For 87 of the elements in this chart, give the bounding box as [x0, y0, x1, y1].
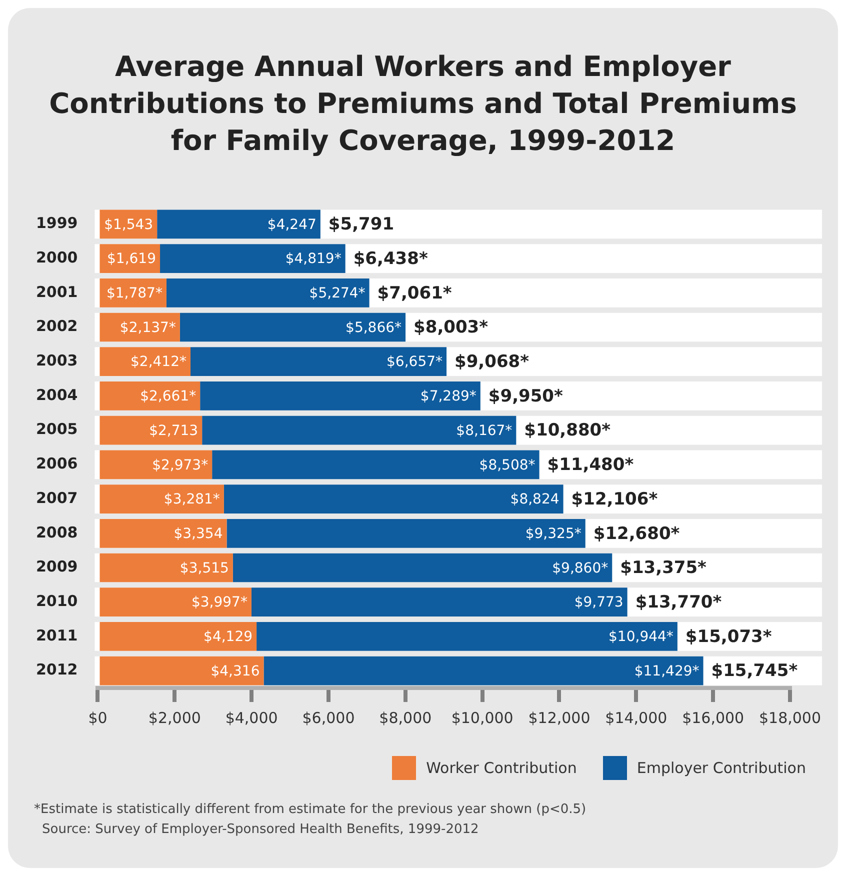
x-tick-label: $0	[88, 708, 108, 727]
bar	[100, 382, 200, 410]
y-tick-label: 2008	[36, 523, 78, 542]
y-tick-label: 2001	[36, 282, 78, 301]
y-tick-label: 2010	[36, 592, 78, 610]
y-tick-label: 2002	[36, 317, 78, 336]
y-tick-label: 2009	[36, 558, 78, 576]
total-label: $10,880*	[524, 420, 611, 441]
data-label: $1,787*	[106, 286, 162, 302]
bar	[100, 588, 252, 617]
total-label: $15,073*	[685, 626, 772, 647]
y-tick-label: 2003	[36, 352, 78, 370]
x-tick-label: $4,000	[225, 708, 278, 727]
legend-label: Worker Contribution	[426, 759, 577, 777]
chart-title: Average Annual Workers and Employer Contributions to Premiums and Total Premiums for Family Coverage, 1999-2012	[48, 49, 798, 159]
total-label: $9,068*	[454, 352, 530, 372]
bar	[100, 518, 227, 548]
source-note: Source: Survey of Employer-Sponsored Health Benefits, 1999-2012	[41, 821, 480, 839]
data-label: $8,508*	[479, 457, 536, 474]
bar	[100, 484, 224, 514]
data-label: $1,619	[107, 251, 156, 268]
data-label: $10,944*	[608, 629, 674, 646]
x-tick-label: $12,000	[528, 708, 590, 727]
data-label: $8,167*	[456, 422, 512, 439]
data-label: $2,973*	[152, 457, 208, 474]
total-label: $13,375*	[620, 558, 707, 578]
y-tick-label: 1999	[36, 214, 78, 232]
bar	[157, 210, 320, 239]
y-tick-label: 2004	[36, 386, 78, 404]
bar	[100, 278, 166, 308]
x-tick-label: $8,000	[379, 708, 432, 727]
data-label: $9,773	[574, 594, 624, 611]
total-label: $15,745*	[711, 661, 798, 682]
legend-label: Employer Contribution	[636, 759, 806, 777]
total-label: $12,680*	[593, 524, 680, 544]
data-label: $1,543	[104, 216, 154, 233]
data-label: $3,997*	[191, 594, 248, 611]
bar	[160, 244, 346, 273]
data-label: $3,281*	[164, 492, 220, 508]
x-tick-label: $18,000	[758, 708, 822, 727]
x-tick-label: $2,000	[148, 708, 201, 727]
y-tick-label: 2005	[36, 420, 78, 438]
data-label: $5,866*	[346, 320, 402, 336]
data-label: $6,657*	[386, 354, 443, 370]
x-tick-label: $14,000	[605, 708, 668, 727]
bar	[100, 347, 191, 376]
x-tick-label: $16,000	[682, 708, 744, 727]
data-label: $9,860*	[552, 560, 608, 576]
bar	[100, 656, 264, 686]
bar	[100, 416, 202, 445]
data-label: $4,819*	[285, 251, 342, 268]
data-label: $5,274*	[309, 286, 366, 302]
bar	[100, 450, 212, 480]
text: *Estimate is statistically different from estimate for the previous year shown (p<0.5)	[34, 801, 586, 819]
data-label: $3,354	[174, 526, 223, 542]
data-label: $11,429*	[634, 663, 700, 680]
data-label: $2,137*	[120, 320, 176, 336]
data-label: $4,129	[204, 629, 253, 646]
data-label: $3,515	[180, 560, 229, 576]
total-label: $5,791	[328, 214, 394, 235]
x-tick-label: $10,000	[451, 708, 514, 727]
data-label: $2,412*	[130, 354, 187, 370]
total-label: $6,438*	[353, 248, 428, 269]
total-label: $12,106*	[571, 489, 658, 510]
y-tick-label: 2011	[36, 626, 78, 644]
y-tick-label: 2006	[36, 454, 78, 473]
data-label: $9,325*	[525, 526, 582, 542]
y-tick-label: 2012	[36, 660, 78, 679]
y-tick-label: 2000	[36, 248, 78, 266]
total-label: $8,003*	[414, 318, 488, 338]
bar	[180, 312, 406, 342]
data-label: $8,824	[510, 492, 560, 508]
bar	[100, 622, 257, 651]
y-tick-label: 2007	[36, 488, 78, 507]
total-label: $7,061*	[377, 283, 452, 304]
data-label: $2,713	[149, 422, 198, 439]
total-label: $11,480*	[547, 455, 634, 476]
bar	[100, 312, 180, 342]
x-tick-label: $6,000	[302, 708, 355, 727]
total-label: $13,770*	[635, 592, 722, 613]
data-label: $7,289*	[420, 388, 476, 405]
data-label: $4,247	[267, 216, 316, 233]
data-label: $4,316	[210, 663, 260, 680]
bar	[100, 553, 233, 582]
data-label: $2,661*	[140, 388, 196, 405]
bar	[166, 278, 370, 308]
total-label: $9,950*	[488, 386, 564, 406]
